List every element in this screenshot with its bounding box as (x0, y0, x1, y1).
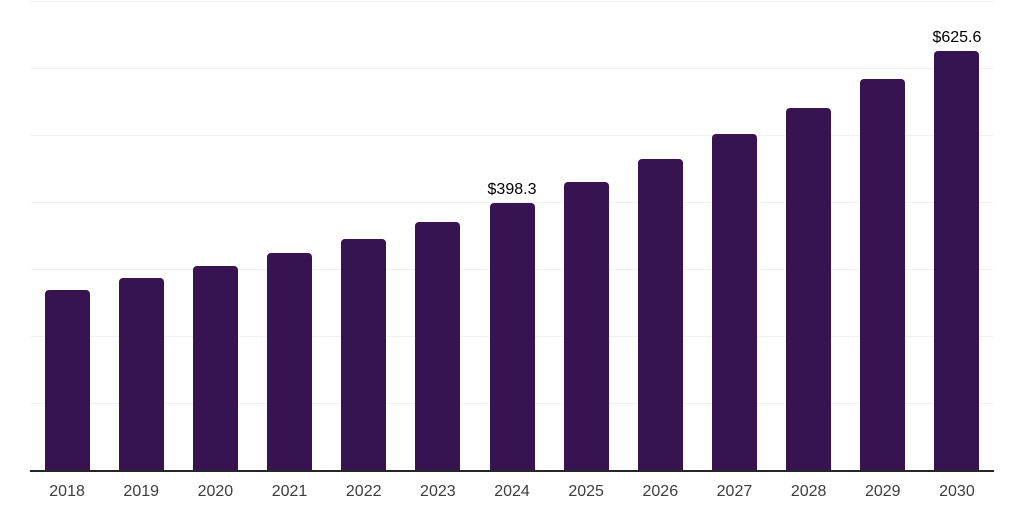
bar-2019 (118, 277, 164, 470)
x-tick-2022: 2022 (345, 483, 382, 500)
x-tick-2021: 2021 (271, 483, 308, 500)
x-tick-2024: 2024 (494, 483, 530, 500)
x-axis-line (30, 470, 994, 472)
gridline-600 (30, 68, 994, 69)
data-label-2024: $398.3 (487, 181, 537, 199)
bar-2026 (637, 159, 683, 470)
x-tick-2030: 2030 (939, 483, 975, 500)
x-tick-2025: 2025 (568, 483, 604, 500)
bar-2022 (341, 238, 387, 470)
bar-2021 (267, 252, 313, 470)
bar-2024 (489, 203, 535, 470)
x-tick-2023: 2023 (420, 483, 456, 500)
bar-2030 (934, 50, 980, 470)
gridline-500 (30, 135, 994, 136)
bar-2018 (44, 289, 90, 470)
gridline-700 (30, 1, 994, 2)
data-label-2030: $625.6 (932, 28, 982, 46)
bar-2028 (786, 107, 832, 470)
gridline-400 (30, 202, 994, 203)
bar-2027 (711, 133, 757, 470)
x-tick-2020: 2020 (197, 483, 234, 500)
bar-2023 (415, 222, 461, 470)
x-tick-2026: 2026 (642, 483, 679, 500)
bar-2020 (192, 266, 238, 470)
x-tick-2018: 2018 (49, 483, 85, 500)
x-tick-2019: 2019 (123, 483, 160, 500)
bar-2029 (860, 79, 906, 470)
bar-2025 (563, 181, 609, 470)
x-tick-2029: 2029 (864, 483, 901, 500)
x-tick-2027: 2027 (716, 483, 753, 500)
x-tick-2028: 2028 (790, 483, 827, 500)
